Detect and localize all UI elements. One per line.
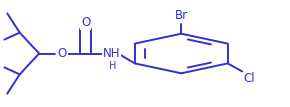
Text: Br: Br: [175, 9, 188, 22]
Text: Cl: Cl: [244, 72, 255, 85]
Text: O: O: [81, 16, 90, 29]
Text: NH: NH: [103, 47, 120, 60]
Text: H: H: [109, 61, 117, 71]
Text: O: O: [58, 47, 67, 60]
